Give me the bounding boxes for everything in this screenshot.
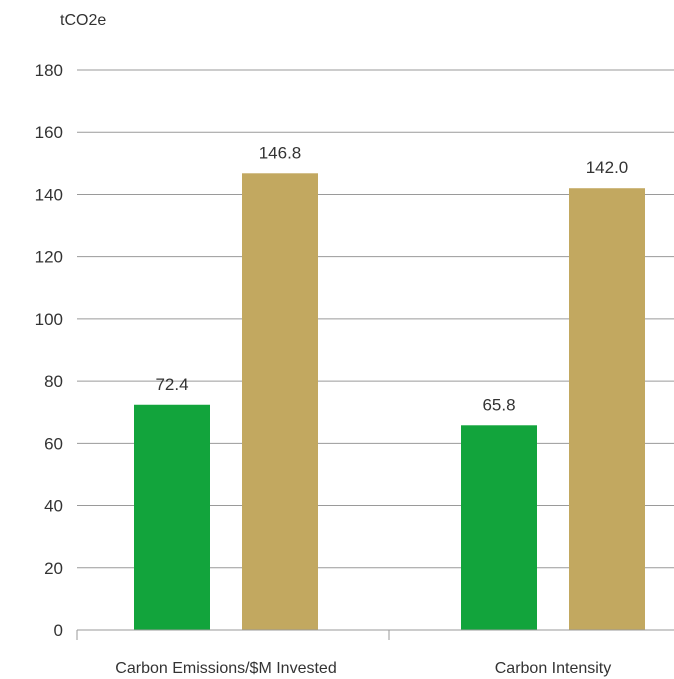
data-label: 72.4 <box>155 375 188 394</box>
y-axis-ticks: 0 20 40 60 80 100 120 140 160 180 <box>35 61 63 640</box>
data-label: 146.8 <box>259 143 302 162</box>
y-axis-unit-label: tCO2e <box>60 12 106 29</box>
data-label: 65.8 <box>482 395 515 414</box>
category-label: Carbon Intensity <box>495 660 612 677</box>
y-tick-label: 40 <box>44 497 63 516</box>
y-tick-label: 140 <box>35 185 63 204</box>
y-tick-label: 120 <box>35 248 63 267</box>
y-tick-label: 180 <box>35 61 63 80</box>
y-tick-label: 100 <box>35 310 63 329</box>
category-label: Carbon Emissions/$M Invested <box>115 660 336 677</box>
bar <box>242 173 318 631</box>
data-labels: 72.4 65.8 146.8 142.0 <box>155 143 628 414</box>
data-label: 142.0 <box>586 158 629 177</box>
y-tick-label: 160 <box>35 123 63 142</box>
bar <box>134 404 210 630</box>
y-tick-label: 0 <box>54 621 63 640</box>
y-tick-label: 60 <box>44 434 63 453</box>
bar <box>461 425 537 630</box>
y-tick-label: 20 <box>44 559 63 578</box>
y-tick-label: 80 <box>44 372 63 391</box>
bars <box>134 173 645 631</box>
bar <box>569 188 645 630</box>
x-axis <box>76 629 674 640</box>
category-labels: Carbon Emissions/$M Invested Carbon Inten… <box>115 660 611 677</box>
